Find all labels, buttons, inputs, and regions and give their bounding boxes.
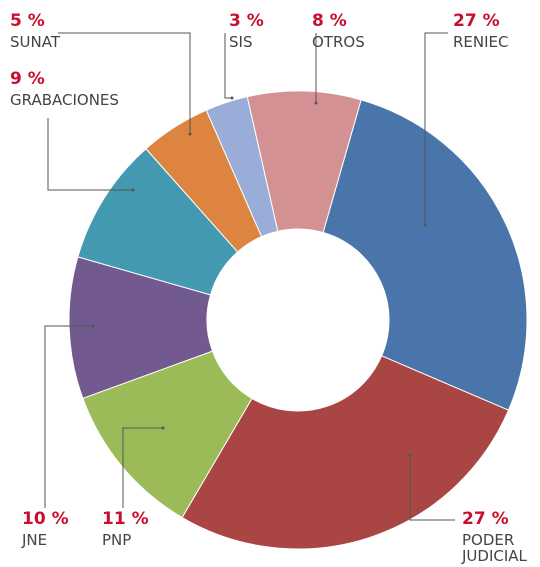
category-label: OTROS: [312, 32, 365, 51]
label: 9 % GRABACIONES: [10, 70, 119, 108]
label: 8 % OTROS: [312, 12, 365, 50]
category-label: PODER JUDICIAL: [462, 530, 527, 566]
value-label: 27 %: [462, 509, 509, 529]
category-label: SIS: [229, 32, 253, 51]
label: 10 % JNE: [22, 510, 69, 548]
value-label: 11 %: [102, 509, 149, 529]
category-label: SUNAT: [10, 32, 60, 51]
leader-lines: [44, 32, 455, 521]
label: 27 % RENIEC: [453, 12, 509, 50]
label: 5 % SUNAT: [10, 12, 60, 50]
slice: [322, 99, 528, 411]
category-label: RENIEC: [453, 32, 509, 51]
slice: [246, 90, 362, 234]
category-label: PNP: [102, 530, 132, 549]
category-label: GRABACIONES: [10, 90, 119, 109]
label: 3 % SIS: [229, 12, 264, 50]
slice: [82, 350, 253, 519]
value-label: 8 %: [312, 11, 347, 31]
category-label: JNE: [22, 530, 48, 549]
value-label: 9 %: [10, 69, 45, 89]
value-label: 3 %: [229, 11, 264, 31]
label: 27 % PODER JUDICIAL: [462, 510, 540, 565]
label: 11 % PNP: [102, 510, 149, 548]
value-label: 10 %: [22, 509, 69, 529]
value-label: 5 %: [10, 11, 45, 31]
slice: [181, 355, 510, 550]
value-label: 27 %: [453, 11, 500, 31]
